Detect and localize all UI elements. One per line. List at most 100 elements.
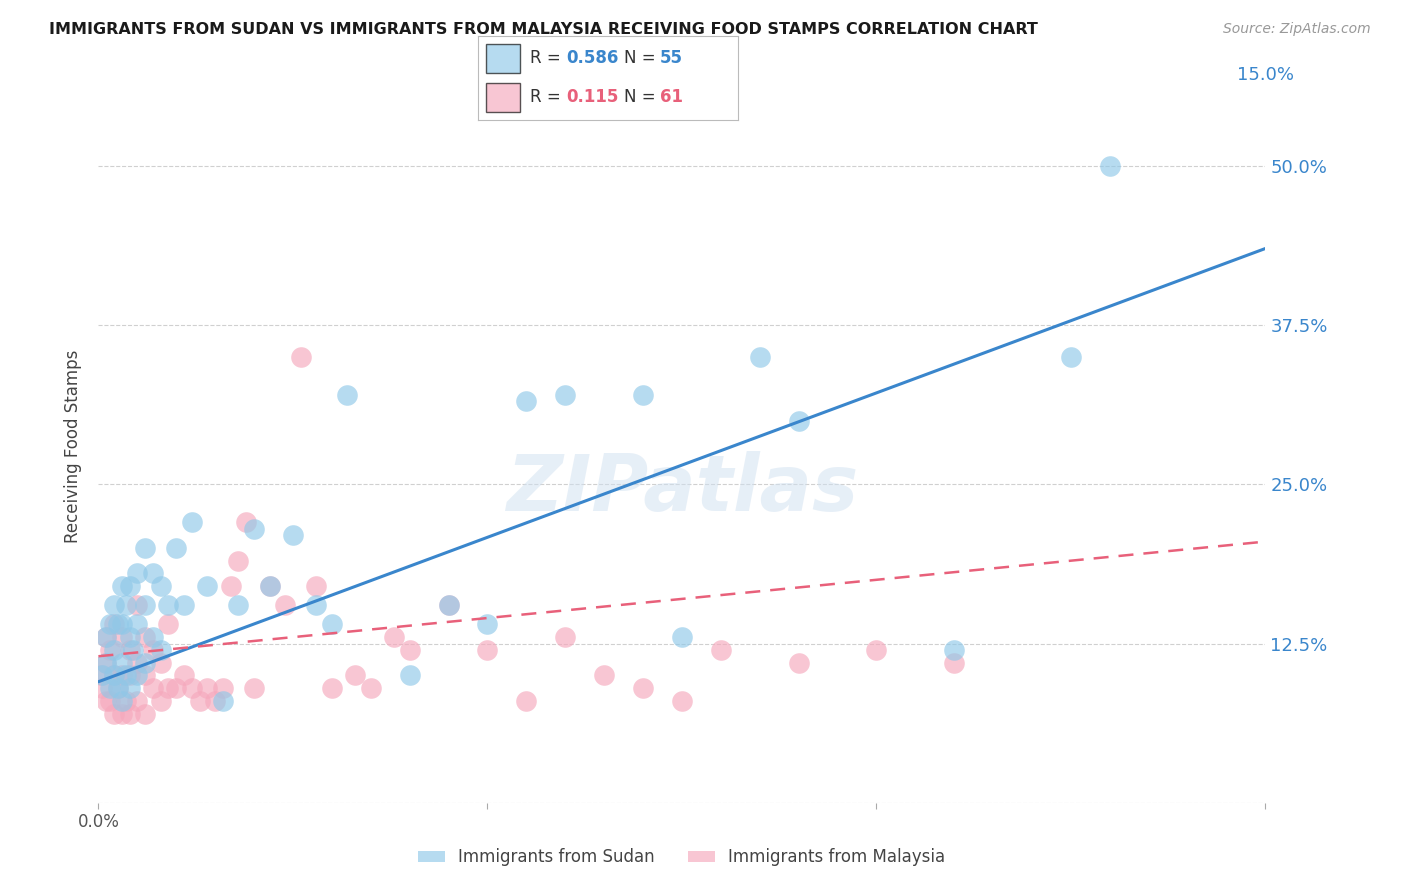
Point <box>228 554 250 568</box>
Point <box>134 668 156 682</box>
Point <box>127 617 149 632</box>
Text: N =: N = <box>624 88 661 106</box>
Text: R =: R = <box>530 88 571 106</box>
Point <box>360 681 382 695</box>
Point <box>90 668 112 682</box>
Point <box>336 388 359 402</box>
Point <box>96 630 118 644</box>
Point <box>437 599 460 613</box>
Point <box>382 630 405 644</box>
Point <box>165 541 187 555</box>
Point <box>787 656 810 670</box>
Point <box>165 681 187 695</box>
Point <box>111 656 134 670</box>
Point <box>180 516 202 530</box>
Point <box>98 694 121 708</box>
Point <box>103 706 125 721</box>
Point <box>212 694 235 708</box>
Point <box>173 599 195 613</box>
Point <box>787 413 810 427</box>
FancyBboxPatch shape <box>486 44 520 73</box>
Point <box>96 694 118 708</box>
Point <box>865 643 887 657</box>
Point <box>114 599 136 613</box>
Point <box>173 668 195 682</box>
Point <box>943 643 966 657</box>
Point <box>212 681 235 695</box>
Point <box>157 617 180 632</box>
Point <box>118 706 141 721</box>
Point <box>259 579 281 593</box>
Text: IMMIGRANTS FROM SUDAN VS IMMIGRANTS FROM MALAYSIA RECEIVING FOOD STAMPS CORRELAT: IMMIGRANTS FROM SUDAN VS IMMIGRANTS FROM… <box>49 22 1038 37</box>
Text: R =: R = <box>530 49 567 67</box>
Point <box>118 681 141 695</box>
Point <box>180 681 202 695</box>
Point <box>142 630 165 644</box>
Point <box>114 694 136 708</box>
Point <box>91 668 114 682</box>
Point <box>134 630 156 644</box>
Point <box>118 579 141 593</box>
Point <box>111 694 134 708</box>
Point <box>515 394 537 409</box>
Point <box>188 694 211 708</box>
Point <box>134 706 156 721</box>
Text: ZIPatlas: ZIPatlas <box>506 450 858 527</box>
Point <box>281 528 304 542</box>
Point <box>671 630 693 644</box>
Point <box>103 668 125 682</box>
Point <box>127 599 149 613</box>
Point <box>671 694 693 708</box>
FancyBboxPatch shape <box>486 83 520 112</box>
Point <box>195 681 218 695</box>
Point <box>157 599 180 613</box>
Point <box>127 656 149 670</box>
Point <box>107 617 129 632</box>
Point <box>195 579 218 593</box>
Point <box>127 668 149 682</box>
Point <box>321 617 343 632</box>
Point <box>111 668 134 682</box>
Point <box>259 579 281 593</box>
Point <box>103 599 125 613</box>
Point <box>515 694 537 708</box>
Point <box>103 617 125 632</box>
Point <box>943 656 966 670</box>
Point <box>111 579 134 593</box>
Point <box>243 681 266 695</box>
Point <box>111 630 134 644</box>
Point <box>477 643 499 657</box>
Point <box>235 516 257 530</box>
Point <box>98 643 121 657</box>
Point <box>321 681 343 695</box>
Point <box>118 668 141 682</box>
Text: 61: 61 <box>661 88 683 106</box>
Text: 0.586: 0.586 <box>567 49 619 67</box>
Point <box>142 566 165 581</box>
Point <box>437 599 460 613</box>
Point <box>127 694 149 708</box>
Point <box>554 630 576 644</box>
Point <box>748 350 770 364</box>
Point <box>114 668 136 682</box>
Point <box>243 522 266 536</box>
Point <box>103 643 125 657</box>
Point <box>107 681 129 695</box>
Point <box>228 599 250 613</box>
Point <box>134 656 156 670</box>
Point <box>122 643 145 657</box>
Point <box>103 668 125 682</box>
Point <box>305 599 328 613</box>
Point <box>477 617 499 632</box>
Text: 55: 55 <box>661 49 683 67</box>
Point <box>107 681 129 695</box>
Point <box>274 599 297 613</box>
Point <box>344 668 367 682</box>
Point <box>142 681 165 695</box>
Y-axis label: Receiving Food Stamps: Receiving Food Stamps <box>65 350 83 542</box>
Point <box>98 617 121 632</box>
Point <box>398 668 420 682</box>
Point <box>98 681 121 695</box>
Point <box>554 388 576 402</box>
Point <box>127 566 149 581</box>
